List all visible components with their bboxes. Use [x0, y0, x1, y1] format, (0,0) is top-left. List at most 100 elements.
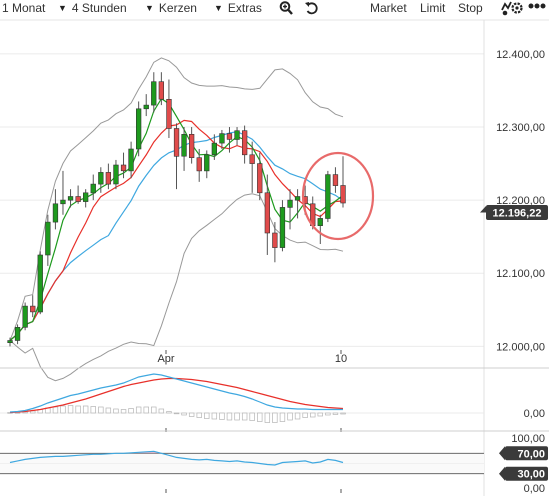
price-tick-label: 12.200,00: [496, 195, 545, 207]
macd-zero-label: 0,00: [524, 408, 545, 420]
candles: [7, 72, 346, 347]
candle: [226, 127, 233, 153]
candle: [332, 167, 339, 193]
rsi-level-label: 30,00: [517, 469, 545, 481]
macd-histogram-bar: [317, 412, 323, 417]
macd-histogram-bar: [219, 412, 225, 420]
macd-histogram-bar: [90, 406, 96, 414]
period-label: 1 Monat: [2, 1, 46, 15]
limit-button[interactable]: Limit: [420, 1, 446, 15]
candle: [325, 170, 331, 223]
candle: [196, 148, 202, 182]
rsi-level-badge: [505, 466, 548, 481]
macd-histogram-bar: [257, 412, 263, 422]
candle: [340, 156, 346, 208]
extras-label: Extras: [227, 1, 262, 15]
macd-histogram-bar: [264, 412, 271, 423]
rsi-tick-label: 0,00: [524, 483, 545, 495]
macd-histogram-bar: [120, 409, 127, 414]
candle: [287, 189, 293, 230]
candle: [242, 125, 248, 164]
macd-histogram-bar: [181, 412, 187, 416]
candle: [37, 251, 43, 315]
macd-histogram-bar: [332, 412, 339, 415]
macd-histogram-bar: [204, 412, 210, 419]
macd-histogram-bar: [113, 408, 119, 414]
macd-histogram-bar: [173, 412, 180, 415]
macd-histogram-bar: [188, 412, 195, 417]
rsi-panel: 100,00 70,00 30,00 0,00: [0, 433, 548, 495]
price-tick-label: 12.100,00: [496, 268, 545, 280]
undo-icon[interactable]: [304, 0, 318, 19]
rsi-line: [9, 450, 344, 466]
period-select[interactable]: 1 Monat: [2, 1, 45, 15]
macd-histogram-bar: [128, 408, 134, 414]
time-tick-label: 10: [335, 353, 347, 365]
price-tick-label: 12.000,00: [496, 341, 545, 353]
candle: [60, 170, 66, 215]
more-icon[interactable]: [527, 0, 547, 19]
macd-histogram-bar: [302, 412, 308, 418]
chevron-down-icon: ▼: [214, 3, 223, 13]
macd-histogram-bar: [135, 406, 142, 414]
candle: [98, 167, 104, 193]
candle: [83, 189, 89, 208]
zoom-icon[interactable]: [279, 0, 293, 19]
candle: [67, 189, 74, 208]
rsi-level-badge: [505, 446, 548, 461]
macd-histogram-bar: [241, 412, 248, 421]
chart-style-select[interactable]: ▼ Kerzen: [145, 1, 197, 15]
macd-histogram-bar: [67, 405, 74, 414]
bollinger-lower: [9, 193, 344, 382]
highlight-circle: [301, 151, 375, 241]
candle: [14, 324, 21, 345]
macd-line: [9, 373, 343, 413]
macd-histogram-bar: [151, 406, 157, 414]
candle: [75, 185, 81, 204]
macd-histogram-bar: [158, 408, 165, 414]
macd-histogram-bar: [294, 412, 301, 420]
time-tick-label: Apr: [157, 353, 174, 365]
toolbar: 1 Monat ▼ 4 Stunden ▼ Kerzen ▼ Extras Ma…: [0, 0, 549, 18]
candle: [181, 127, 187, 171]
candle: [249, 141, 255, 193]
ma-fast-line: [9, 97, 344, 341]
candle: [120, 152, 127, 179]
stop-button[interactable]: Stop: [458, 1, 483, 15]
candle: [128, 141, 134, 179]
candle: [45, 214, 51, 266]
macd-histogram-bar: [52, 406, 59, 414]
chart-settings-icon[interactable]: [501, 0, 523, 19]
chevron-down-icon: ▼: [58, 3, 67, 13]
macd-panel: 0,00: [0, 373, 545, 423]
candle: [317, 214, 323, 244]
candle: [113, 159, 119, 190]
candle: [52, 189, 59, 230]
macd-histogram-bar: [340, 412, 346, 415]
candle: [264, 174, 270, 255]
market-button[interactable]: Market: [370, 1, 407, 15]
price-axis: 12.000,00 12.100,00 12.200,00 12.300,00 12.4…: [496, 49, 545, 353]
candle: [211, 134, 217, 160]
macd-histogram-bar: [226, 412, 233, 421]
chart-style-label: Kerzen: [158, 1, 197, 15]
candle: [294, 189, 301, 219]
candle: [166, 79, 172, 138]
candle: [7, 337, 13, 347]
candle: [204, 150, 210, 179]
chevron-down-icon: ▼: [145, 3, 154, 13]
macd-histogram-bar: [105, 407, 112, 414]
current-price-badge: 12.196,22: [480, 205, 548, 220]
candle: [234, 127, 240, 146]
interval-select[interactable]: ▼ 4 Stunden: [58, 1, 127, 15]
candle: [272, 222, 278, 263]
macd-histogram-bar: [287, 412, 293, 421]
candle: [136, 101, 142, 157]
macd-histogram-bar: [279, 412, 286, 422]
macd-histogram-bar: [249, 412, 255, 421]
extras-menu[interactable]: ▼ Extras: [214, 1, 262, 15]
macd-histogram-bar: [82, 405, 89, 414]
macd-histogram-bar: [310, 412, 316, 418]
candle: [189, 127, 195, 164]
